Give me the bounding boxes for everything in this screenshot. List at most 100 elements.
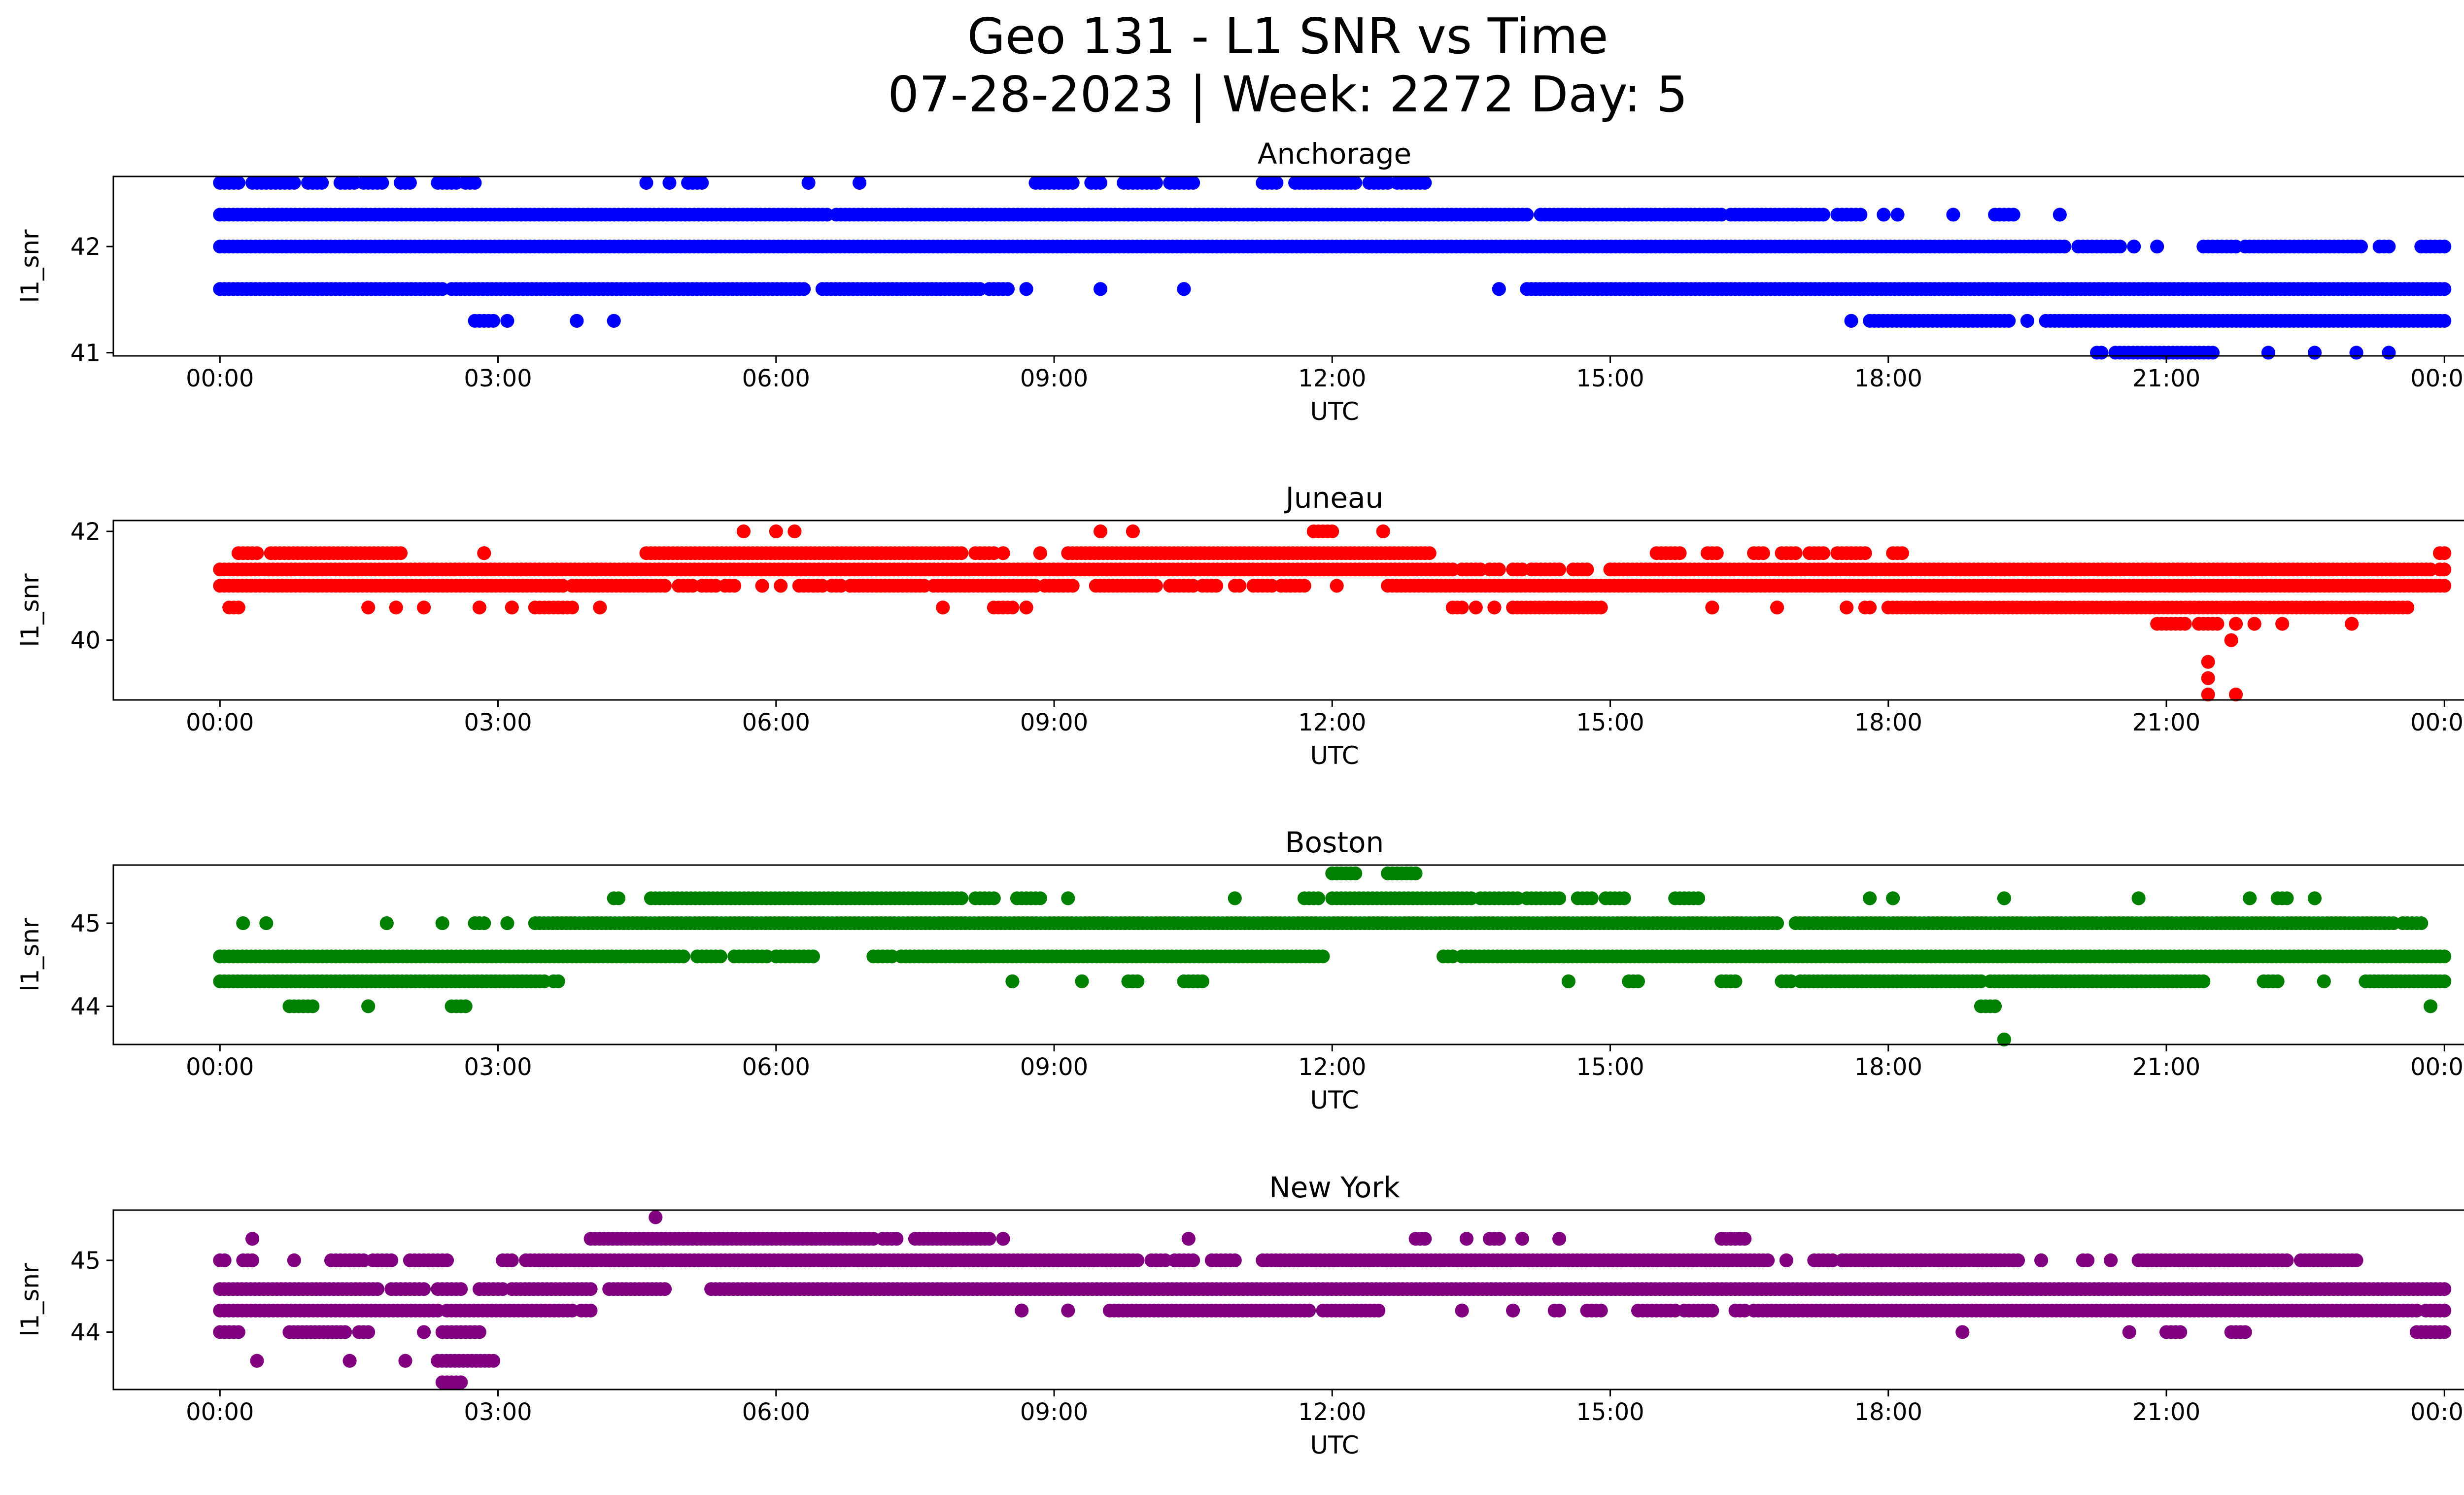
data-point: [755, 579, 769, 593]
data-point: [417, 1282, 431, 1296]
data-point: [1997, 1032, 2011, 1046]
data-point: [1033, 546, 1047, 560]
data-point: [1631, 974, 1645, 988]
data-point: [500, 916, 514, 930]
data-point: [231, 175, 245, 190]
data-point: [2224, 633, 2238, 647]
data-point: [375, 175, 389, 190]
x-tick-label: 00:00: [2410, 365, 2464, 392]
data-point: [1552, 562, 1567, 577]
data-point: [2127, 240, 2141, 254]
data-point: [1196, 974, 1209, 988]
data-point: [371, 1282, 384, 1296]
data-point: [1075, 974, 1089, 988]
data-point: [2201, 655, 2215, 669]
data-point: [1561, 974, 1575, 988]
data-point: [551, 974, 565, 988]
data-point: [570, 313, 584, 328]
x-axis-label: UTC: [1310, 397, 1359, 426]
series-points: [213, 866, 2452, 1046]
data-point: [1705, 1303, 1719, 1318]
data-point: [695, 175, 709, 190]
data-point: [1506, 1303, 1520, 1318]
data-point: [1149, 579, 1163, 593]
x-tick-label: 09:00: [1020, 1053, 1088, 1081]
data-point: [458, 999, 473, 1013]
data-point: [2437, 562, 2452, 577]
data-point: [1408, 866, 1423, 880]
x-tick-label: 00:00: [186, 365, 254, 392]
data-point: [662, 175, 677, 190]
y-tick-label: 40: [70, 627, 101, 655]
data-point: [2243, 891, 2257, 905]
data-point: [454, 1375, 468, 1390]
y-axis-label: l1_snr: [16, 918, 44, 991]
data-point: [787, 524, 802, 539]
data-point: [1149, 175, 1163, 190]
data-point: [231, 600, 245, 615]
data-point: [486, 313, 501, 328]
data-point: [2053, 208, 2067, 222]
data-point: [2437, 949, 2452, 964]
data-point: [1863, 891, 1877, 905]
data-point: [2308, 891, 2322, 905]
data-point: [2261, 346, 2275, 360]
data-point: [1584, 891, 1599, 905]
y-axis-label: l1_snr: [16, 229, 44, 303]
data-point: [1469, 600, 1483, 615]
data-point: [2229, 688, 2243, 701]
data-point: [1955, 1325, 1970, 1339]
x-tick-label: 09:00: [1020, 365, 1088, 392]
x-tick-label: 18:00: [1854, 709, 1922, 736]
chart-panel-2: 00:00 03:00 06:00 09:00 12:00 15:00 18:00 21:00…: [16, 481, 2464, 770]
data-point: [727, 579, 742, 593]
data-point: [1877, 208, 1891, 222]
data-point: [1816, 208, 1831, 222]
data-point: [2280, 891, 2294, 905]
data-point: [713, 949, 727, 964]
data-point: [1297, 579, 1311, 593]
data-point: [361, 600, 376, 615]
x-tick-label: 18:00: [1854, 1053, 1922, 1081]
data-point: [1840, 600, 1854, 615]
data-point: [2238, 1325, 2252, 1339]
x-tick-label: 12:00: [1298, 1053, 1366, 1081]
x-tick-label: 00:00: [186, 1053, 254, 1081]
data-point: [1094, 282, 1108, 296]
data-point: [477, 546, 491, 560]
data-point: [1232, 579, 1247, 593]
data-point: [1094, 175, 1108, 190]
data-point: [583, 1303, 598, 1318]
data-point: [361, 999, 376, 1013]
data-point: [2122, 1325, 2136, 1339]
data-point: [769, 524, 783, 539]
data-point: [936, 600, 950, 615]
data-point: [676, 949, 690, 964]
data-point: [1552, 891, 1567, 905]
data-point: [658, 579, 672, 593]
data-point: [2400, 600, 2415, 615]
x-tick-label: 15:00: [1576, 365, 1644, 392]
x-tick-label: 00:00: [186, 709, 254, 736]
data-point: [231, 1325, 245, 1339]
data-point: [2006, 208, 2020, 222]
y-tick-label: 41: [70, 340, 101, 367]
data-point: [1691, 891, 1706, 905]
data-point: [1422, 546, 1437, 560]
data-point: [737, 524, 751, 539]
data-point: [2178, 617, 2192, 631]
chart-panel-1: 00:00 03:00 06:00 09:00 12:00 15:00 18:00 21:00…: [16, 137, 2464, 426]
data-point: [2437, 579, 2452, 593]
data-point: [1061, 891, 1075, 905]
data-point: [1371, 1303, 1386, 1318]
data-point: [361, 1325, 376, 1339]
data-point: [583, 1282, 598, 1296]
data-point: [1209, 579, 1224, 593]
data-point: [2113, 240, 2127, 254]
data-point: [2308, 346, 2322, 360]
data-point: [1770, 916, 1784, 930]
data-point: [2206, 346, 2220, 360]
panel-title: Boston: [1285, 826, 1384, 859]
